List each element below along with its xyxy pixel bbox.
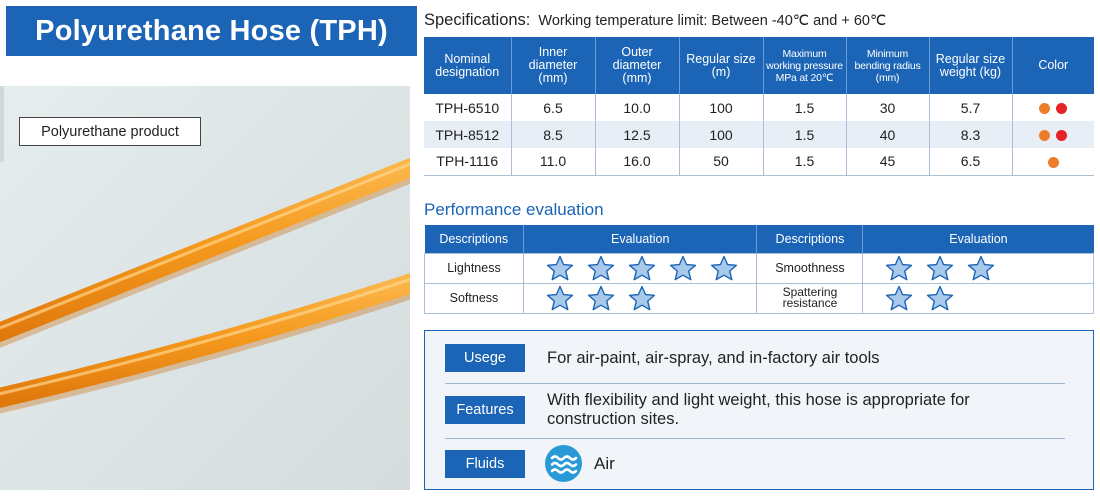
cell-colors	[1011, 148, 1094, 176]
star-rating	[862, 252, 1094, 284]
col-color: Color	[1011, 37, 1094, 94]
col-nominal-designation: Nominal designation	[424, 37, 511, 94]
page-title: Polyurethane Hose (TPH)	[6, 6, 417, 56]
star-rating	[522, 252, 758, 284]
spec-header-row: Nominal designation Inner diameter (mm) …	[424, 37, 1094, 94]
cell-outer: 10.0	[594, 94, 679, 121]
features-tag: Features	[445, 396, 525, 424]
cell-weight: 5.7	[928, 94, 1012, 121]
star-icon	[926, 285, 954, 311]
table-row: Softness Spattering resistance	[424, 282, 1094, 314]
star-icon	[885, 285, 913, 311]
col-regular-weight: Regular size weight (kg)	[928, 37, 1012, 94]
table-row: TPH-1116 11.0 16.0 50 1.5 45 6.5	[424, 148, 1094, 176]
performance-label: Spattering resistance	[756, 282, 864, 314]
table-row: TPH-6510 6.5 10.0 100 1.5 30 5.7	[424, 94, 1094, 121]
performance-label: Smoothness	[756, 252, 864, 284]
product-photo	[0, 86, 410, 490]
cell-outer: 12.5	[594, 121, 679, 148]
features-text: With flexibility and light weight, this …	[547, 391, 970, 428]
performance-label: Softness	[424, 282, 524, 314]
air-wave-icon	[545, 445, 582, 482]
product-type-label: Polyurethane product	[19, 117, 201, 146]
usage-row: Usege For air-paint, air-spray, and in-f…	[445, 344, 1065, 372]
col-outer-diameter: Outer diameter (mm)	[594, 37, 679, 94]
orange-color-dot	[1039, 103, 1051, 115]
hose-image	[0, 157, 410, 414]
cell-size: 100	[678, 94, 763, 121]
col-evaluation: Evaluation	[522, 225, 757, 253]
fluids-text: Air	[594, 453, 615, 473]
table-row: TPH-8512 8.5 12.5 100 1.5 40 8.3	[424, 121, 1094, 148]
cell-pressure: 1.5	[762, 121, 846, 148]
cell-designation: TPH-8512	[424, 121, 511, 148]
cell-size: 100	[678, 121, 763, 148]
divider	[445, 383, 1065, 384]
star-icon	[546, 255, 574, 281]
star-icon	[628, 255, 656, 281]
table-row: Lightness Smoothness	[424, 252, 1094, 284]
star-icon	[587, 285, 615, 311]
star-rating	[862, 282, 1094, 314]
cell-designation: TPH-6510	[435, 99, 500, 116]
star-icon	[710, 255, 738, 281]
cell-radius: 30	[845, 94, 929, 121]
features-row: Features With flexibility and light weig…	[445, 391, 1065, 429]
col-regular-size: Regular size (m)	[678, 37, 763, 94]
info-box: Usege For air-paint, air-spray, and in-f…	[424, 330, 1094, 490]
orange-color-dot	[1047, 157, 1059, 169]
cell-weight: 8.3	[928, 121, 1012, 148]
performance-label: Lightness	[424, 252, 524, 284]
divider	[445, 438, 1065, 439]
col-evaluation: Evaluation	[862, 225, 1094, 253]
cell-designation: TPH-1116	[424, 148, 511, 176]
usage-tag: Usege	[445, 344, 525, 372]
performance-table: Descriptions Evaluation Descriptions Eva…	[424, 225, 1094, 314]
cell-inner: 6.5	[510, 94, 595, 121]
star-icon	[628, 285, 656, 311]
cell-colors	[1011, 121, 1094, 148]
star-icon	[926, 255, 954, 281]
cell-pressure: 1.5	[762, 148, 846, 176]
specifications-heading: Specifications: Working temperature limit…	[424, 11, 886, 30]
cell-colors	[1011, 94, 1094, 121]
specifications-title: Specifications:	[424, 11, 531, 29]
col-min-bending-radius: Minimum bending radius (mm)	[845, 37, 929, 94]
performance-heading: Performance evaluation	[424, 200, 604, 219]
cell-size: 50	[678, 148, 763, 176]
col-inner-diameter: Inner diameter (mm)	[510, 37, 595, 94]
cell-inner: 8.5	[510, 121, 595, 148]
performance-header-row: Descriptions Evaluation Descriptions Eva…	[424, 225, 1094, 253]
cell-radius: 40	[845, 121, 929, 148]
fluids-row: Fluids Air	[445, 445, 1065, 482]
col-descriptions: Descriptions	[424, 225, 524, 253]
cell-inner: 11.0	[510, 148, 595, 176]
star-icon	[967, 255, 995, 281]
star-icon	[885, 255, 913, 281]
cell-outer: 16.0	[594, 148, 679, 176]
col-descriptions: Descriptions	[756, 225, 863, 253]
red-color-dot	[1056, 130, 1068, 142]
photo-edge	[0, 86, 4, 162]
cell-pressure: 1.5	[762, 94, 846, 121]
usage-text: For air-paint, air-spray, and in-factory…	[547, 348, 880, 367]
star-rating	[522, 282, 758, 314]
col-max-pressure: Maximum working pressure MPa at 20℃	[762, 37, 846, 94]
red-color-dot	[1056, 103, 1068, 115]
star-icon	[669, 255, 697, 281]
cell-weight: 6.5	[928, 148, 1012, 176]
star-icon	[546, 285, 574, 311]
orange-color-dot	[1039, 130, 1051, 142]
cell-radius: 45	[845, 148, 929, 176]
star-icon	[587, 255, 615, 281]
fluids-tag: Fluids	[445, 449, 525, 478]
temperature-note: Working temperature limit: Between -40℃ …	[538, 13, 887, 29]
specifications-table: Nominal designation Inner diameter (mm) …	[424, 37, 1094, 176]
